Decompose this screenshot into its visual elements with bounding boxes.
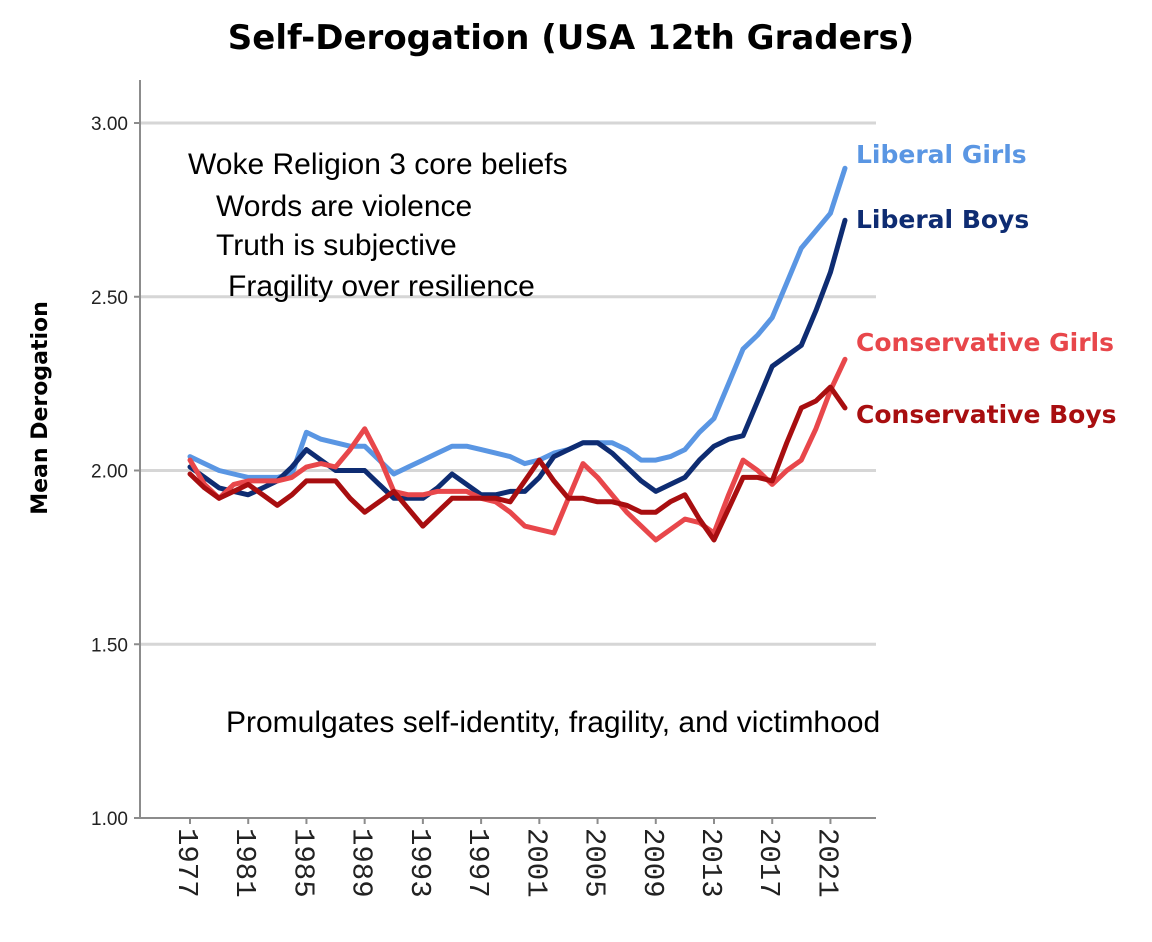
legend-liberal-girls: Liberal Girls [856,140,1027,169]
legend: Liberal Girls Liberal Boys Conservative … [856,140,1117,429]
footer-annotation: Promulgates self-identity, fragility, an… [226,706,880,739]
x-tick-label: 1993 [403,828,436,898]
x-tick-label: 1989 [345,828,378,898]
y-tick-label: 1.50 [91,635,128,656]
series-lines [187,165,848,543]
belief-item: Fragility over resilience [228,270,535,303]
y-tick-label: 3.00 [91,114,128,135]
chart-title: Self-Derogation (USA 12th Graders) [228,18,914,58]
x-ticks: 1977 1981 1985 1989 1993 1997 2001 2005 2009 2013… [170,818,843,898]
series-line-conservative-girls [187,356,848,543]
x-tick-label: 2009 [636,828,669,898]
legend-conservative-boys: Conservative Boys [856,400,1117,429]
y-ticks: 1.00 1.50 2.00 2.50 3.00 [91,114,140,830]
y-axis-label: Mean Derogation [28,301,53,515]
x-tick-label: 2005 [578,828,611,898]
y-tick-label: 2.50 [91,288,128,309]
series-line-liberal-boys [187,217,848,501]
x-tick-label: 2001 [519,828,552,898]
beliefs-heading: Woke Religion 3 core beliefs [188,148,568,181]
beliefs-annotation: Woke Religion 3 core beliefs Words are v… [188,148,568,303]
x-tick-label: 1997 [461,828,494,898]
gridlines [140,121,876,646]
legend-conservative-girls: Conservative Girls [856,328,1114,357]
x-tick-label: 1985 [286,828,319,898]
x-tick-label: 1977 [170,828,203,898]
x-tick-label: 2017 [752,828,785,898]
legend-liberal-boys: Liberal Boys [856,205,1029,234]
belief-item: Words are violence [216,190,472,223]
y-tick-label: 2.00 [91,462,128,483]
x-tick-label: 1981 [228,828,261,898]
belief-item: Truth is subjective [216,229,457,262]
x-tick-label: 2021 [810,828,843,898]
axes [139,80,876,819]
series-line-conservative-boys [187,384,848,543]
y-tick-label: 1.00 [91,809,128,830]
x-tick-label: 2013 [694,828,727,898]
series-line-liberal-girls [187,165,848,480]
